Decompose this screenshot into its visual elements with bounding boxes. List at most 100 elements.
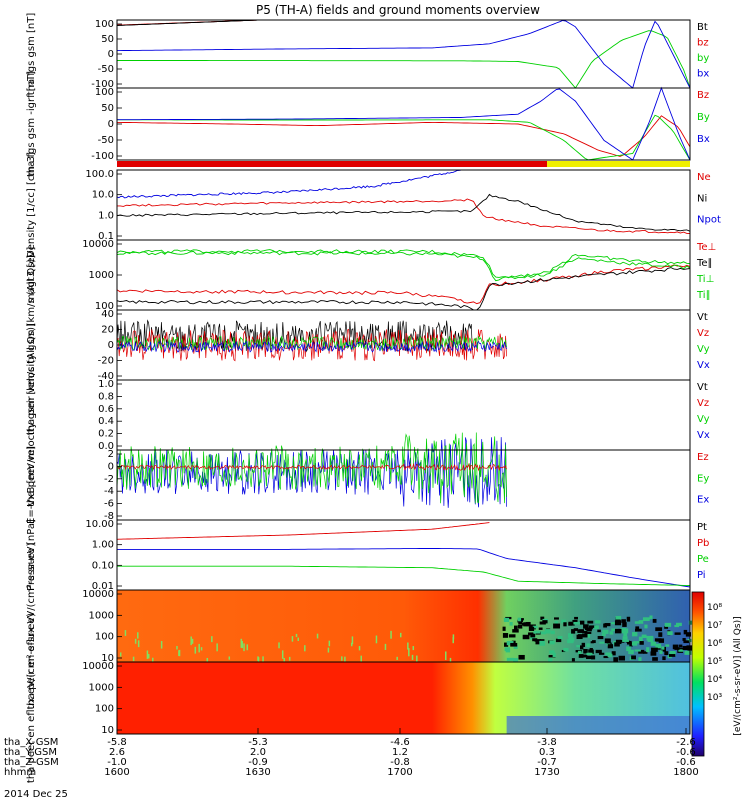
y-tick-label: -100	[91, 79, 114, 90]
y-tick-label: 100	[95, 87, 114, 98]
spectrogram-cell	[539, 640, 546, 646]
spectrogram-cell	[642, 617, 650, 621]
spectrogram-cell	[650, 651, 657, 656]
spectrogram-cell	[506, 657, 514, 661]
spectrogram-cell	[614, 628, 622, 634]
spectrogram-cell	[530, 635, 536, 640]
y-tick-label: 50	[101, 103, 114, 114]
spectrogram-cell	[652, 657, 658, 661]
legend-entry: Ti⊥	[696, 274, 714, 285]
spectrogram-cell	[257, 657, 260, 662]
spectrogram-cell	[291, 636, 294, 642]
spectrogram-cell	[510, 642, 518, 647]
spectrogram-cell	[509, 622, 513, 626]
spectrogram-cell	[668, 654, 676, 657]
spectrogram-cell	[615, 616, 622, 620]
spectrogram-cell	[644, 624, 648, 629]
y-tick-label: -4	[104, 486, 114, 497]
spectrogram-cell	[191, 638, 194, 644]
y-tick-label: 1.00	[92, 540, 114, 551]
spectrogram-cell	[198, 643, 200, 653]
spectrogram-cell	[618, 655, 626, 661]
legend-entry: Vy	[697, 414, 710, 425]
chart-title: P5 (TH-A) fields and ground moments over…	[256, 3, 540, 17]
spectrogram-cell	[661, 646, 665, 650]
spectrogram-cell	[626, 616, 631, 622]
spectrogram-cell	[586, 627, 592, 632]
y-axis-label: Pressure [nPa]	[26, 519, 37, 591]
legend-entry: Te∥	[696, 258, 713, 269]
y-tick-label: 0.4	[98, 416, 114, 427]
y-tick-label: 100	[95, 704, 114, 715]
spectrogram-cell	[281, 650, 284, 659]
spectrogram-cell	[452, 637, 454, 644]
spectrogram-cell	[520, 618, 524, 621]
legend-entry: Vy	[697, 344, 710, 355]
y-tick-label: 1000	[89, 270, 114, 281]
y-tick-label: 100	[95, 301, 114, 312]
x-row-name: tha_X-GSM	[4, 737, 58, 748]
spectrogram-cell	[178, 650, 180, 657]
x-row-value: -4.6	[390, 737, 410, 748]
spectrogram-cell	[416, 655, 418, 664]
spectrogram-cell	[571, 658, 575, 662]
spectrogram-cell	[655, 627, 663, 632]
spectrogram-cell	[577, 634, 582, 638]
x-row-value: 1730	[534, 767, 559, 778]
panel-frame	[116, 19, 691, 89]
spectrogram-cell	[506, 716, 690, 734]
spectrogram-cell	[583, 624, 589, 629]
spectrogram-cell	[664, 622, 672, 627]
legend-entry: Vx	[697, 360, 710, 371]
legend-entry: Bt	[697, 22, 708, 33]
y-tick-label: 1.0	[98, 210, 114, 221]
spectrogram-cell	[554, 621, 559, 624]
spectrogram-cell	[614, 620, 622, 626]
spectrogram-cell	[568, 621, 573, 626]
spectrogram-cell	[449, 657, 452, 663]
panel-pressure: 10.00 1.00 0.10 0.01 Pressure [nPa] Pt Pb Pe Pi	[26, 519, 709, 592]
spectrogram-cell	[574, 616, 578, 620]
spectrogram-cell	[607, 653, 613, 658]
spectrogram-cell	[241, 640, 244, 649]
spectrogram-cell	[124, 630, 127, 636]
spectrogram-cell	[350, 642, 353, 647]
spectrogram-cell	[517, 617, 522, 622]
mode-bar-fast	[547, 161, 690, 167]
spectrogram-cell	[594, 620, 601, 624]
spectrogram-cell	[358, 646, 361, 651]
spectrogram-cell	[563, 622, 567, 627]
series-line	[116, 437, 507, 508]
colorbar-label: 10⁸	[707, 603, 722, 613]
spectrogram-cell	[682, 645, 689, 651]
legend-entry: by	[697, 53, 709, 64]
spectrogram-cell	[621, 619, 626, 623]
spectrogram-cell	[360, 655, 362, 663]
spectrogram-cell	[626, 646, 631, 652]
x-row-value: 2.6	[109, 747, 125, 758]
x-row-value: -1.0	[107, 757, 127, 768]
spectrogram-cell	[622, 639, 629, 642]
spectrogram-cell	[568, 633, 573, 638]
spectrogram-cell	[635, 628, 642, 632]
spectrogram-cell	[344, 656, 346, 664]
y-tick-label: 1000	[89, 682, 114, 693]
spectrogram-cell	[328, 640, 331, 647]
spectrogram-cell	[584, 631, 592, 634]
spectrogram-cell	[511, 640, 516, 646]
series-line	[116, 462, 507, 472]
spectrogram-cell	[604, 623, 611, 627]
spectrogram-cell	[523, 622, 530, 627]
spectrogram-cell	[514, 625, 518, 630]
x-row-value: -0.8	[390, 757, 410, 768]
spectrogram-cell	[542, 620, 548, 624]
legend-entry: By	[697, 112, 710, 123]
spectrogram-cell	[407, 642, 409, 650]
spectrogram-cell	[555, 638, 562, 643]
spectrogram-cell	[532, 625, 538, 629]
y-tick-label: 10	[101, 653, 114, 664]
spectrogram-cell	[654, 638, 662, 642]
spectrogram-cell	[572, 619, 578, 624]
spectrogram-cell	[390, 630, 392, 639]
